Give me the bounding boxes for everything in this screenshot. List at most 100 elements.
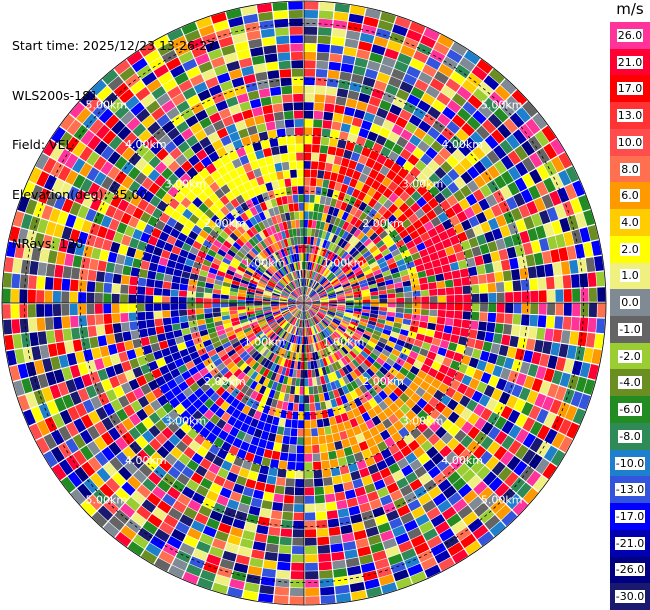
velocity-gate: [20, 259, 31, 275]
velocity-gate: [413, 107, 427, 120]
velocity-gate: [246, 345, 255, 354]
velocity-gate: [112, 313, 121, 324]
velocity-gate: [93, 236, 105, 249]
velocity-gate: [222, 281, 231, 288]
velocity-gate: [550, 342, 561, 356]
velocity-gate: [310, 292, 317, 298]
velocity-gate: [530, 303, 539, 315]
velocity-gate: [376, 107, 389, 119]
velocity-gate: [277, 317, 285, 324]
velocity-gate: [428, 433, 440, 446]
velocity-gate: [320, 296, 328, 300]
velocity-gate: [279, 305, 288, 309]
velocity-gate: [441, 264, 451, 273]
velocity-gate: [352, 170, 362, 181]
velocity-gate: [363, 391, 373, 401]
velocity-gate: [550, 138, 565, 156]
velocity-gate: [178, 303, 187, 310]
velocity-gate: [289, 211, 295, 221]
velocity-gate: [320, 375, 326, 385]
velocity-gate: [587, 317, 597, 333]
velocity-gate: [460, 408, 473, 421]
velocity-gate: [174, 415, 186, 428]
velocity-gate: [235, 510, 248, 522]
velocity-gate: [258, 366, 267, 376]
station-name: WLS200s-181: [12, 87, 98, 103]
velocity-gate: [551, 370, 563, 385]
velocity-gate: [312, 298, 320, 302]
velocity-gate: [343, 355, 352, 364]
velocity-gate: [509, 112, 525, 128]
velocity-gate: [248, 505, 261, 516]
velocity-gate: [73, 418, 87, 433]
velocity-gate: [292, 318, 298, 326]
velocity-gate: [192, 372, 203, 382]
velocity-gate: [124, 340, 134, 351]
velocity-gate: [431, 99, 446, 113]
velocity-gate: [401, 548, 417, 561]
velocity-gate: [246, 397, 255, 408]
velocity-gate: [466, 399, 478, 412]
velocity-gate: [385, 239, 395, 248]
velocity-gate: [227, 374, 237, 384]
velocity-gate: [87, 325, 97, 337]
velocity-gate: [314, 351, 319, 360]
velocity-gate: [345, 233, 353, 242]
velocity-gate: [363, 238, 372, 247]
velocity-gate: [81, 220, 93, 233]
velocity-gate: [216, 362, 226, 372]
velocity-gate: [404, 121, 418, 134]
velocity-gate: [521, 401, 534, 416]
velocity-gate: [313, 282, 319, 290]
velocity-gate: [312, 211, 318, 221]
velocity-gate: [304, 161, 311, 169]
velocity-gate: [417, 140, 430, 153]
velocity-gate: [221, 311, 230, 316]
velocity-gate: [315, 69, 328, 78]
velocity-gate: [311, 428, 318, 437]
velocity-gate: [148, 335, 159, 345]
velocity-gate: [9, 226, 21, 242]
velocity-gate: [514, 177, 528, 192]
velocity-gate: [309, 245, 313, 254]
velocity-gate: [328, 309, 336, 314]
velocity-gate: [274, 373, 281, 383]
velocity-gate: [347, 565, 362, 576]
velocity-gate: [273, 111, 284, 121]
velocity-gate: [196, 541, 211, 554]
velocity-gate: [162, 303, 170, 311]
velocity-gate: [298, 202, 304, 211]
velocity-gate: [323, 171, 332, 180]
velocity-gate: [544, 328, 554, 342]
velocity-gate: [155, 376, 166, 387]
velocity-gate: [416, 421, 429, 433]
velocity-gate: [503, 381, 515, 394]
velocity-gate: [350, 390, 359, 400]
velocity-gate: [259, 346, 267, 355]
velocity-gate: [291, 377, 297, 386]
velocity-gate: [185, 360, 195, 370]
velocity-gate: [386, 340, 396, 349]
velocity-gate: [456, 463, 470, 477]
velocity-gate: [80, 445, 94, 461]
velocity-gate: [394, 397, 405, 409]
velocity-gate: [319, 195, 327, 205]
velocity-gate: [221, 380, 231, 390]
velocity-gate: [22, 245, 33, 260]
velocity-gate: [392, 450, 405, 462]
velocity-gate: [64, 253, 74, 267]
velocity-gate: [261, 457, 271, 467]
velocity-gate: [488, 292, 497, 303]
velocity-gate: [304, 303, 312, 306]
velocity-gate: [511, 384, 523, 398]
velocity-gate: [296, 344, 300, 353]
velocity-gate: [507, 150, 521, 165]
velocity-gate: [130, 400, 143, 413]
velocity-gate: [377, 411, 388, 422]
velocity-gate: [161, 347, 171, 357]
velocity-gate: [314, 486, 325, 495]
velocity-gate: [267, 342, 275, 350]
velocity-gate: [273, 10, 288, 20]
velocity-gate: [91, 247, 102, 260]
velocity-gate: [88, 456, 102, 472]
